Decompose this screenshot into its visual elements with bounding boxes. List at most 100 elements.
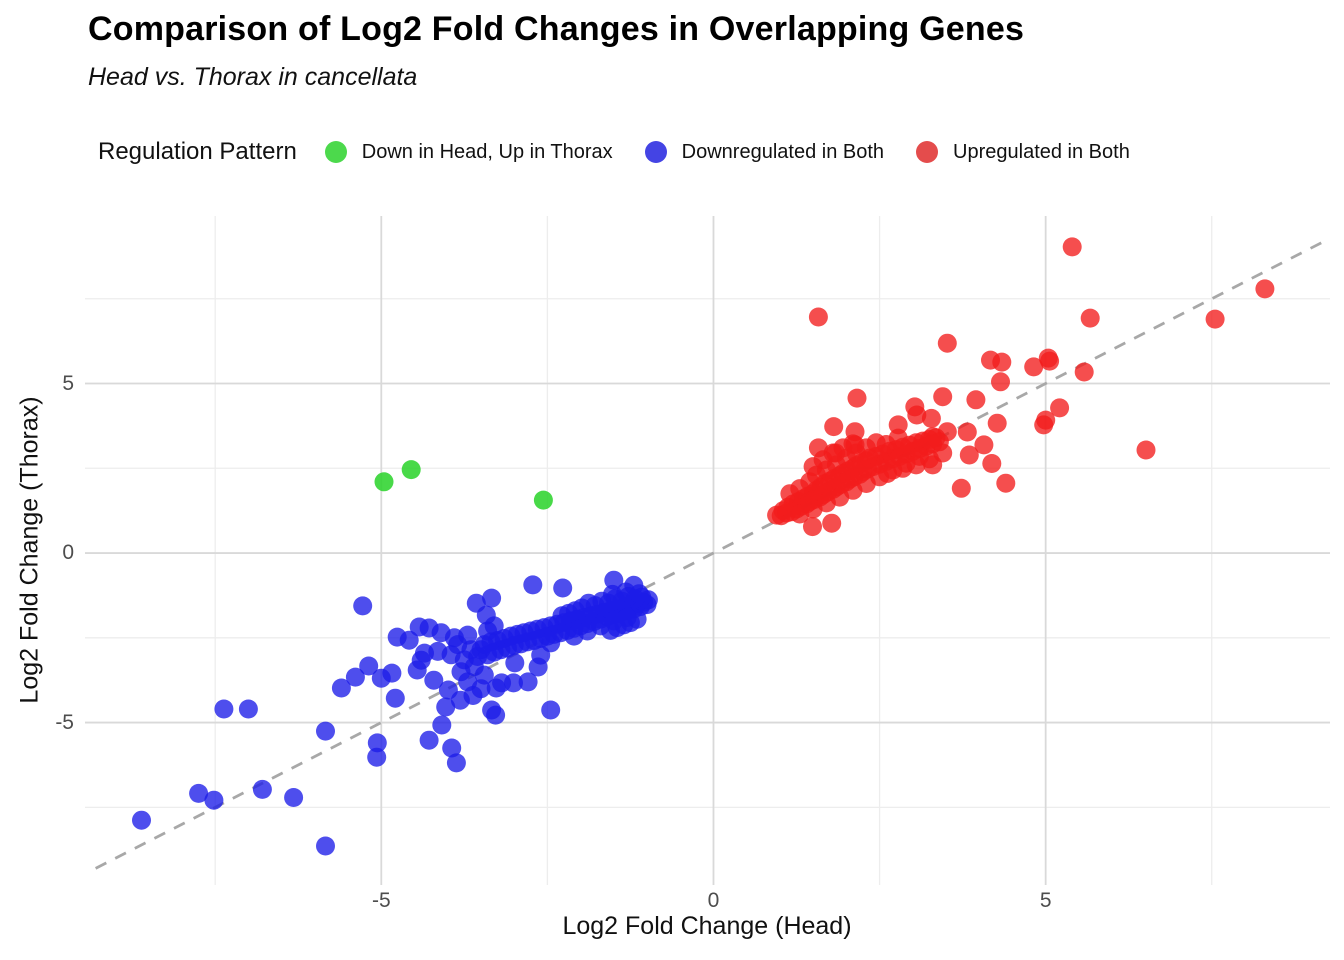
data-point	[604, 570, 624, 590]
data-point	[1074, 362, 1094, 382]
data-point	[385, 688, 405, 708]
series-downregulated-in-both	[132, 570, 658, 856]
data-point	[1255, 279, 1275, 299]
data-point	[504, 673, 523, 693]
data-point	[921, 408, 941, 428]
data-point	[974, 435, 994, 455]
data-point	[843, 434, 863, 454]
data-point	[937, 333, 957, 353]
data-point	[991, 372, 1010, 392]
data-point	[907, 405, 927, 425]
data-point	[436, 697, 456, 717]
series-down-in-head-up-in-thorax	[374, 460, 553, 510]
data-point	[382, 663, 402, 683]
data-point	[401, 460, 421, 480]
data-point	[552, 606, 572, 626]
series-upregulated-in-both	[767, 237, 1275, 537]
data-point	[1080, 308, 1100, 328]
data-point	[252, 779, 272, 799]
data-point	[1036, 410, 1056, 430]
data-point	[923, 455, 943, 475]
data-point	[541, 700, 561, 720]
y-tick-label: 5	[62, 371, 74, 395]
data-point	[189, 783, 209, 803]
data-point	[966, 390, 986, 410]
data-point	[345, 667, 365, 687]
data-point	[484, 616, 504, 636]
data-point	[204, 790, 224, 810]
legend-item-down-head-up-thorax: Down in Head, Up in Thorax	[324, 140, 613, 164]
data-point	[982, 454, 1002, 473]
data-point	[531, 645, 551, 665]
blue-dot-icon	[644, 141, 667, 163]
chart-subtitle: Head vs. Thorax in cancellata	[88, 63, 418, 91]
y-axis-title: Log2 Fold Change (Thorax)	[15, 396, 44, 704]
y-tick-label: -5	[55, 710, 74, 734]
data-point	[442, 738, 462, 758]
data-point	[822, 513, 842, 533]
data-point	[331, 678, 351, 698]
data-point	[933, 387, 953, 407]
data-point	[367, 733, 387, 753]
data-point	[624, 575, 644, 595]
red-dot-icon	[916, 141, 939, 163]
legend: Regulation Pattern Down in Head, Up in T…	[98, 134, 1162, 170]
data-point	[996, 473, 1016, 493]
data-point	[424, 670, 444, 690]
identity-dashed-line	[94, 237, 1330, 870]
data-point	[553, 578, 573, 598]
legend-item-upregulated-both: Upregulated in Both	[916, 141, 1130, 164]
data-point	[367, 747, 387, 767]
data-point	[564, 626, 584, 646]
green-dot-icon	[324, 141, 347, 163]
data-point	[876, 435, 896, 454]
legend-item-downregulated-both: Downregulated in Both	[644, 140, 885, 164]
data-point	[888, 415, 908, 435]
data-point	[1024, 357, 1044, 377]
data-point	[1062, 237, 1082, 257]
data-point	[847, 388, 867, 408]
data-point	[803, 517, 822, 537]
data-point	[603, 584, 622, 604]
data-point	[1038, 348, 1058, 368]
data-point	[482, 588, 502, 608]
data-point	[374, 472, 394, 492]
legend-item-label: Down in Head, Up in Thorax	[361, 140, 613, 163]
data-point	[824, 417, 844, 437]
data-point	[316, 836, 335, 856]
chart-title: Comparison of Log2 Fold Changes in Overl…	[88, 10, 1025, 48]
data-point	[486, 705, 506, 725]
data-point	[878, 463, 897, 483]
data-point	[353, 596, 373, 616]
data-point	[407, 660, 427, 680]
x-tick-label: -5	[371, 889, 391, 912]
y-tick-label: 0	[62, 541, 74, 565]
x-tick-label: 0	[707, 889, 720, 912]
data-point	[446, 753, 466, 773]
data-point	[992, 352, 1012, 372]
data-point	[533, 490, 553, 510]
data-point	[1136, 440, 1156, 460]
data-point	[1050, 398, 1070, 418]
data-point	[399, 630, 419, 650]
legend-item-label: Upregulated in Both	[953, 140, 1130, 163]
data-point	[505, 653, 525, 673]
data-point	[1205, 309, 1225, 329]
data-point	[284, 788, 304, 807]
data-point	[132, 810, 151, 830]
data-point	[518, 672, 538, 692]
data-point	[808, 307, 828, 327]
data-point	[214, 699, 234, 719]
data-point	[238, 699, 258, 719]
data-point	[523, 575, 543, 595]
data-point	[415, 643, 434, 663]
data-point	[432, 715, 452, 735]
data-point	[987, 413, 1007, 433]
plot-panel	[85, 216, 1330, 885]
data-point	[316, 721, 335, 741]
data-point	[419, 730, 439, 750]
data-point	[957, 422, 977, 442]
legend-title: Regulation Pattern	[98, 138, 297, 165]
legend-item-label: Downregulated in Both	[681, 140, 885, 163]
data-point	[463, 686, 483, 705]
